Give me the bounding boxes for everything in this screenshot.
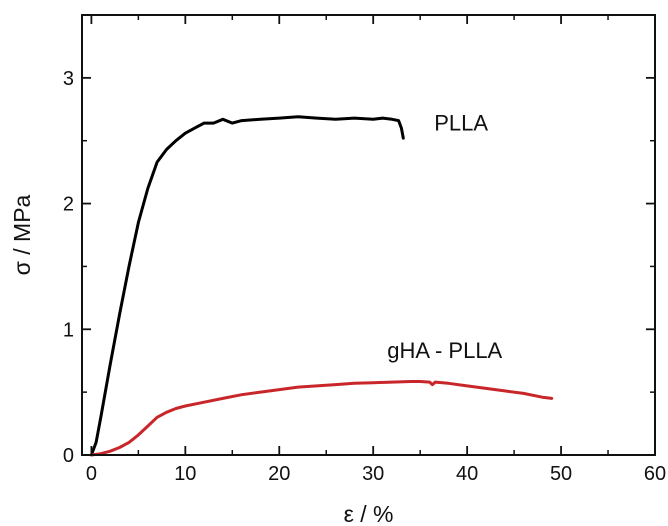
x-axis-title: ε / %: [344, 501, 394, 526]
x-tick-label: 40: [456, 463, 478, 485]
x-tick-label: 60: [644, 463, 666, 485]
x-tick-label: 0: [86, 463, 97, 485]
y-axis-title: σ / MPa: [9, 194, 35, 275]
x-tick-label: 10: [174, 463, 196, 485]
series-line-plla: [89, 115, 405, 457]
x-tick-label: 20: [268, 463, 290, 485]
x-tick-label: 30: [362, 463, 384, 485]
series-label: PLLA: [434, 111, 488, 136]
y-tick-label: 1: [63, 319, 74, 341]
plot-frame: [81, 14, 656, 456]
series-label: gHA - PLLA: [387, 338, 502, 363]
tick-layer: 0 10 20 30 40 50 60 0 1 2 3: [63, 15, 666, 485]
series-line-gha-plla: [89, 380, 554, 457]
y-tick-label: 0: [63, 445, 74, 467]
y-tick-label: 2: [63, 194, 74, 216]
x-tick-label: 50: [550, 463, 572, 485]
y-tick-label: 3: [63, 68, 74, 90]
plot-layer: [89, 115, 554, 457]
annotation-layer: PLLA gHA - PLLA: [387, 111, 502, 364]
